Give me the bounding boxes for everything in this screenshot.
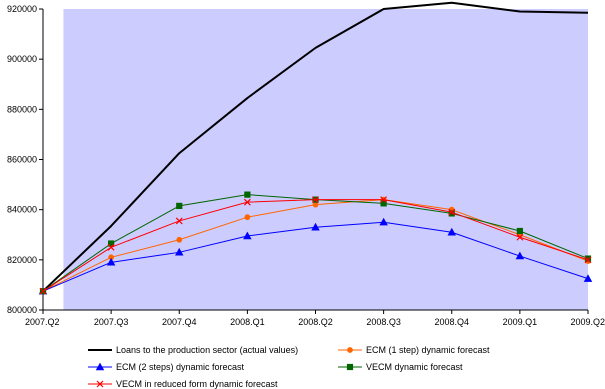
x-tick-label: 2007.Q2 — [25, 317, 60, 327]
legend-label: ECM (1 step) dynamic forecast — [366, 345, 490, 355]
data-point — [379, 217, 388, 226]
data-point — [583, 274, 593, 282]
legend-label: VECM dynamic forecast — [366, 362, 463, 372]
series-line — [42, 1, 589, 292]
data-point — [244, 214, 251, 221]
legend-label: Loans to the production sector (actual v… — [116, 345, 298, 355]
data-point — [515, 251, 525, 260]
data-point — [39, 287, 47, 295]
data-point — [107, 243, 115, 251]
y-tick-label: 900000 — [7, 54, 37, 64]
x-tick-label: 2008.Q2 — [298, 317, 333, 327]
legend-swatch-marker — [95, 362, 105, 371]
data-point — [380, 196, 388, 204]
data-point — [175, 217, 183, 225]
legend-item: ECM (2 steps) dynamic forecast — [88, 362, 245, 372]
y-tick-label: 820000 — [7, 255, 37, 265]
data-point — [516, 233, 524, 241]
legend-swatch-marker — [347, 347, 353, 353]
x-tick-label: 2007.Q3 — [94, 317, 129, 327]
axes: 800000 820000 840000 860000 880000 900000 9200… — [7, 4, 605, 327]
legend-swatch-marker — [346, 363, 354, 371]
data-point — [175, 247, 184, 256]
data-point — [311, 222, 320, 231]
shaded-forecast-region — [63, 9, 588, 310]
legend-item: ECM (1 step) dynamic forecast — [338, 345, 490, 355]
data-point — [176, 202, 183, 210]
x-tick-label: 2008.Q4 — [434, 317, 469, 327]
x-tick-label: 2008.Q1 — [230, 317, 265, 327]
data-point — [312, 201, 319, 208]
series-0 — [42, 1, 589, 292]
legend-item: VECM in reduced form dynamic forecast — [88, 379, 278, 389]
legend-swatch-marker — [96, 380, 104, 388]
data-point — [243, 231, 252, 240]
legend-label: VECM in reduced form dynamic forecast — [116, 379, 278, 389]
data-point — [106, 257, 116, 266]
data-point — [584, 256, 592, 264]
data-point — [243, 198, 251, 206]
data-point — [448, 208, 456, 216]
x-tick-label: 2007.Q4 — [162, 317, 197, 327]
plot-area — [63, 9, 588, 310]
data-point — [108, 240, 115, 247]
data-point — [516, 227, 523, 235]
data-point — [312, 196, 319, 204]
series-4 — [39, 196, 592, 295]
y-tick-label: 800000 — [7, 305, 37, 315]
y-tick-label: 840000 — [7, 205, 37, 215]
series-2 — [38, 217, 593, 295]
y-tick-label: 920000 — [7, 4, 37, 14]
x-tick-label: 2009.Q1 — [503, 317, 538, 327]
legend-item: VECM dynamic forecast — [338, 362, 463, 372]
y-tick-label: 880000 — [7, 104, 37, 114]
legend: Loans to the production sector (actual v… — [88, 345, 490, 389]
x-tick-label: 2009.Q2 — [570, 317, 605, 327]
data-point — [447, 227, 456, 236]
data-point — [176, 236, 183, 243]
x-tick-label: 2008.Q3 — [366, 317, 401, 327]
legend-label: ECM (2 steps) dynamic forecast — [116, 362, 245, 372]
legend-item: Loans to the production sector (actual v… — [88, 345, 298, 355]
data-point — [380, 200, 387, 207]
series-layer — [38, 1, 593, 295]
data-point — [244, 191, 251, 198]
y-tick-label: 860000 — [7, 155, 37, 165]
